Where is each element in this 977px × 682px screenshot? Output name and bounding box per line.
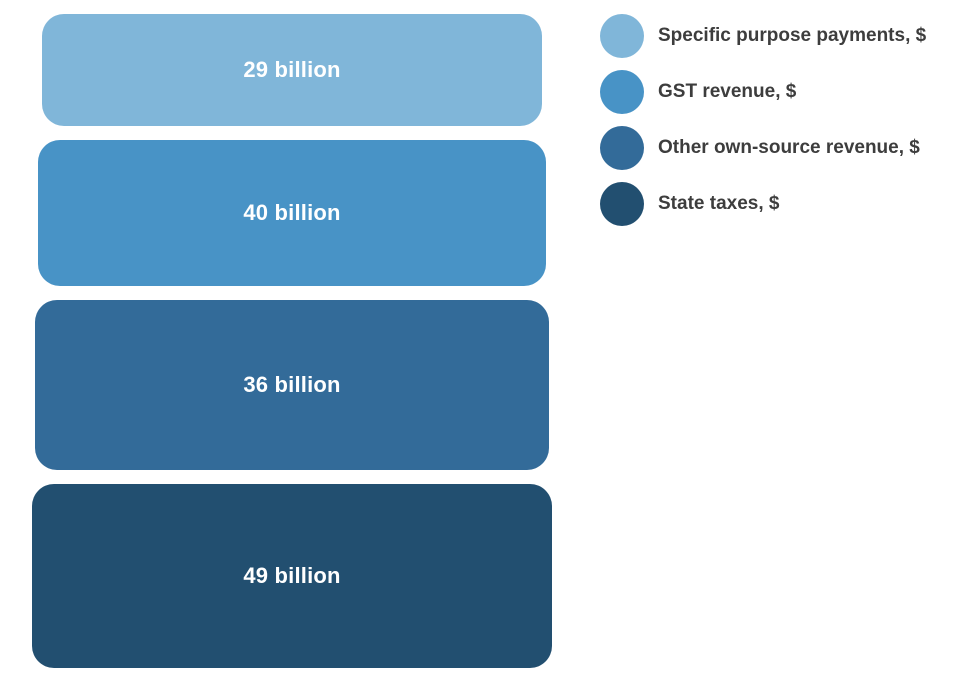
legend-label: Specific purpose payments, $ (658, 25, 926, 47)
bar-other-own-source-revenue: 36 billion (35, 300, 549, 470)
circle-icon (600, 126, 644, 170)
legend-label: GST revenue, $ (658, 81, 796, 103)
circle-icon (600, 70, 644, 114)
legend-label: State taxes, $ (658, 193, 779, 215)
chart-area: 29 billion 40 billion 36 billion 49 bill… (32, 14, 552, 682)
bar-label: 49 billion (243, 563, 340, 589)
bar-gst-revenue: 40 billion (38, 140, 546, 286)
legend-item-other-own-source-revenue: Other own-source revenue, $ (600, 126, 926, 170)
bar-state-taxes: 49 billion (32, 484, 552, 668)
legend: Specific purpose payments, $ GST revenue… (600, 14, 926, 238)
legend-item-gst-revenue: GST revenue, $ (600, 70, 926, 114)
circle-icon (600, 14, 644, 58)
legend-item-state-taxes: State taxes, $ (600, 182, 926, 226)
bar-label: 36 billion (243, 372, 340, 398)
bar-label: 29 billion (243, 57, 340, 83)
bar-specific-purpose-payments: 29 billion (42, 14, 542, 126)
circle-icon (600, 182, 644, 226)
legend-label: Other own-source revenue, $ (658, 137, 920, 159)
bar-label: 40 billion (243, 200, 340, 226)
legend-item-specific-purpose-payments: Specific purpose payments, $ (600, 14, 926, 58)
